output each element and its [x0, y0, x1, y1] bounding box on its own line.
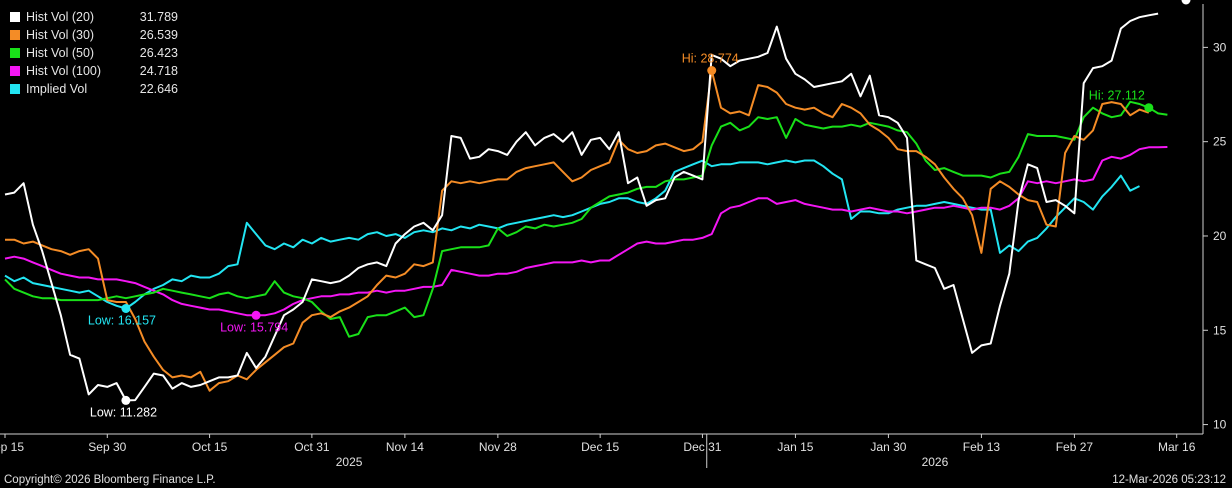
x-tick-label: Feb 27	[1056, 440, 1094, 454]
annotation-marker	[251, 310, 261, 320]
annotation-label: Low: 15.794	[220, 320, 288, 334]
annotation-marker	[1181, 0, 1191, 5]
series-line-hist-vol-20	[4, 12, 1159, 402]
series-line-implied-vol	[4, 159, 1140, 310]
annotation-label: Hi: 28.774	[682, 51, 739, 65]
annotation-marker	[1144, 103, 1154, 113]
annotation-marker	[707, 65, 717, 75]
x-tick-label: Dec 31	[683, 440, 721, 454]
timestamp-text: 12-Mar-2026 05:23:12	[1112, 474, 1226, 486]
legend-name: Hist Vol (30)	[26, 28, 95, 42]
series-line-hist-vol-50	[4, 100, 1168, 338]
y-tick-label: 15	[1213, 323, 1227, 337]
legend-item: Hist Vol (50) 26.423	[4, 44, 184, 62]
x-tick-label: Nov 14	[386, 440, 424, 454]
legend: Hist Vol (20) 31.789 Hist Vol (30) 26.539 Hi…	[4, 8, 184, 98]
annotation-label: Hi: 27.112	[1089, 89, 1145, 103]
y-tick-label: 30	[1213, 40, 1227, 54]
legend-value: 26.423	[139, 46, 178, 60]
year-label: 2026	[922, 455, 949, 469]
annotation-label: Hi: 31.789	[1124, 0, 1181, 3]
legend-value: 31.789	[139, 10, 178, 24]
legend-item: Hist Vol (20) 31.789	[4, 8, 184, 26]
legend-name: Hist Vol (50)	[26, 46, 95, 60]
legend-name: Hist Vol (100)	[26, 64, 102, 78]
x-tick-label: Dec 15	[581, 440, 619, 454]
year-label: 2025	[336, 455, 363, 469]
copyright-text: Copyright© 2026 Bloomberg Finance L.P.	[4, 474, 216, 486]
x-tick-label: Oct 31	[294, 440, 330, 454]
legend-value: 26.539	[139, 28, 178, 42]
legend-name: Hist Vol (20)	[26, 10, 95, 24]
x-tick-label: Sep 15	[0, 440, 24, 454]
legend-swatch	[10, 12, 20, 22]
legend-value: 24.718	[139, 64, 178, 78]
annotation-label: Low: 11.282	[90, 405, 157, 419]
series-line-hist-vol-100	[4, 146, 1168, 317]
legend-item: Implied Vol 22.646	[4, 80, 184, 98]
y-tick-label: 20	[1213, 229, 1227, 243]
annotation-marker	[121, 395, 131, 405]
x-tick-label: Oct 15	[192, 440, 228, 454]
y-tick-label: 10	[1213, 418, 1227, 432]
annotation-marker	[121, 303, 131, 313]
legend-item: Hist Vol (30) 26.539	[4, 26, 184, 44]
x-tick-label: Nov 28	[479, 440, 517, 454]
legend-swatch	[10, 48, 20, 58]
x-tick-label: Jan 30	[870, 440, 906, 454]
x-tick-label: Mar 16	[1158, 440, 1196, 454]
legend-value: 22.646	[139, 82, 178, 96]
legend-swatch	[10, 66, 20, 76]
legend-name: Implied Vol	[26, 82, 88, 96]
y-tick-label: 25	[1213, 135, 1227, 149]
legend-item: Hist Vol (100) 24.718	[4, 62, 184, 80]
x-tick-label: Feb 13	[963, 440, 1001, 454]
x-tick-label: Jan 15	[777, 440, 813, 454]
legend-swatch	[10, 30, 20, 40]
series-line-hist-vol-30	[5, 69, 1150, 392]
x-tick-label: Sep 30	[88, 440, 126, 454]
annotation-label: Low: 16.157	[88, 313, 156, 327]
legend-swatch	[10, 84, 20, 94]
